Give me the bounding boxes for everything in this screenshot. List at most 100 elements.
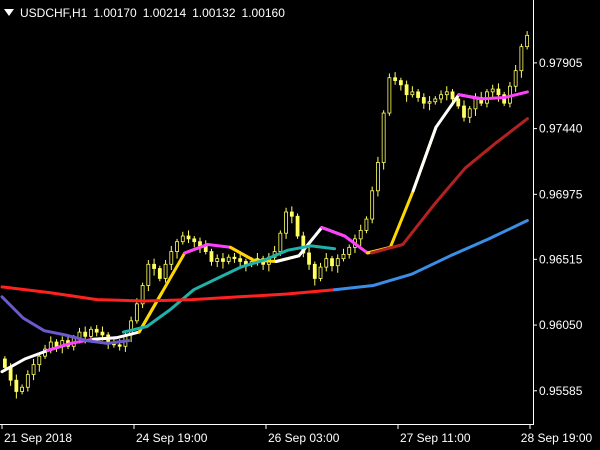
price-tick-label: 0.96515 [539,252,583,266]
candle-body [398,80,403,86]
candle-body [14,379,19,392]
time-tick-label: 27 Sep 11:00 [400,431,471,445]
candle-body [94,328,99,333]
candle-body [525,34,530,48]
candle-body [169,251,174,265]
candle-body [427,101,432,104]
chart-title-bar: USDCHF,H1 1.00170 1.00214 1.00132 1.00160 [4,6,285,20]
candle-body [100,331,105,336]
candle-body [83,331,88,337]
candle-body [146,263,151,286]
candle-body [163,263,168,279]
candle-body [238,258,243,262]
candle-body [186,235,191,240]
fast-moving-average-segment [183,243,255,262]
moving-average-line [0,295,131,345]
candle-body [117,344,122,347]
candle-body [198,241,202,247]
price-axis: 0.97905 0.97440 0.96975 0.96515 0.96050 0.955… [533,56,583,398]
candle-body [140,285,145,305]
time-tick-label: 24 Sep 19:00 [136,431,208,445]
candle-body [330,258,334,267]
candle-body [404,84,409,96]
symbol-label: USDCHF,H1 [20,6,88,20]
candle-body [462,105,466,118]
moving-average-line [0,285,337,303]
price-tick-label: 0.97440 [539,122,583,136]
price-tick-label: 0.97905 [539,56,583,70]
candle-body [307,252,311,265]
candle-body [335,258,340,267]
candle-body [209,251,214,262]
candle-body [157,268,162,279]
candle-body [513,70,518,87]
candle-body [364,218,369,231]
candle-body [295,215,300,237]
candle-body [416,91,420,98]
candle-body [37,355,42,366]
candle-body [421,97,426,104]
candle-body [490,88,495,93]
candle-body [439,94,443,100]
price-tick-label: 0.95585 [539,384,583,398]
moving-average-line [370,117,529,255]
candle-body [232,256,237,260]
candle-body [89,328,93,337]
candle-body [192,238,197,243]
candle-body [341,253,346,260]
candle-body [324,258,329,268]
candle-body [301,235,306,254]
candle-body [381,112,386,163]
candle-body [226,256,231,262]
moving-average-line [333,219,529,292]
candle-body [318,266,323,279]
candle-body [444,91,449,96]
candle-body [519,46,524,72]
candle-body [175,241,179,252]
candle-body [312,263,317,279]
candle-body [31,364,36,375]
close-value: 1.00160 [241,6,285,20]
high-value: 1.00214 [142,6,187,20]
candles-group [2,31,530,399]
candle-body [180,235,185,243]
price-tick-label: 0.96050 [539,318,583,332]
candle-body [278,232,283,252]
candle-body [370,190,375,220]
collapse-triangle-icon[interactable] [4,9,14,16]
price-tick-label: 0.96975 [539,187,583,201]
candle-body [20,386,24,392]
candle-body [54,341,59,347]
candle-body [387,77,392,114]
candle-body [410,91,415,96]
low-value: 1.00132 [192,6,236,20]
time-tick-label: 28 Sep 19:00 [521,431,593,445]
candle-body [8,367,13,381]
time-tick-label: 26 Sep 03:00 [268,431,340,445]
candle-body [289,211,294,217]
chart-frame [0,0,534,425]
time-tick-label: 21 Sep 2018 [4,431,72,445]
candle-body [215,258,220,262]
moving-averages-group [0,90,529,374]
candle-body [25,374,30,388]
candle-body [456,98,461,107]
fast-moving-average-segment [457,90,529,101]
candle-body [284,211,288,234]
candle-body [347,246,352,255]
candle-body [2,358,7,368]
open-value: 1.00170 [93,6,137,20]
candle-body [152,263,156,269]
candle-body [393,77,398,81]
time-axis: 21 Sep 2018 24 Sep 19:00 26 Sep 03:00 27 Se… [1,424,593,445]
candle-body [433,98,438,103]
candle-body [134,303,139,322]
candle-body [450,91,455,100]
candle-body [221,258,225,262]
moving-average-line [121,244,337,334]
candle-body [467,108,472,118]
candle-body [496,88,501,96]
candle-body [376,162,380,192]
candle-body [358,229,363,240]
